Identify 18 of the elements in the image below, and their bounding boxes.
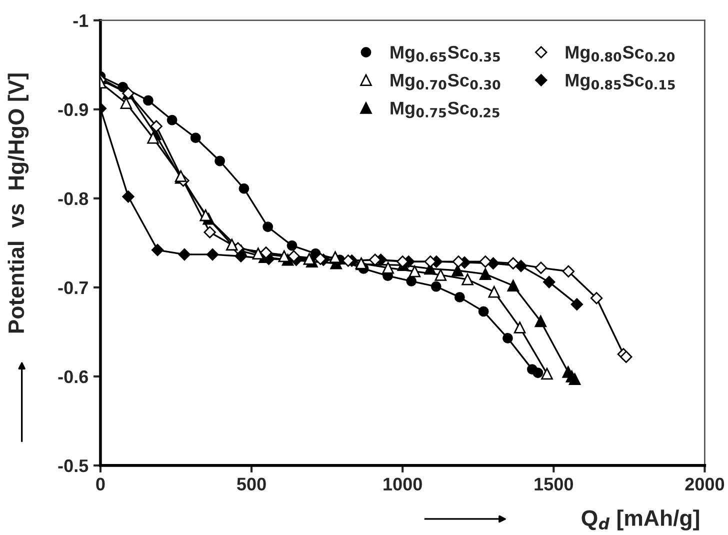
x-tick-label: 1500 xyxy=(534,478,573,491)
legend-label: Mg$_{0.85}$Sc$_{0.15}$ xyxy=(566,74,675,90)
x-axis-title: Q$_{d}$ [mAh/g] xyxy=(582,510,699,530)
y-tick-label: -0.9 xyxy=(58,103,88,116)
x-tick-label: 1000 xyxy=(384,478,422,491)
y-tick-label: -0.6 xyxy=(58,370,88,384)
x-tick-label: 500 xyxy=(237,478,266,491)
legend-label: Mg$_{0.75}$Sc$_{0.25}$ xyxy=(390,102,500,118)
y-tick-label: -0.8 xyxy=(58,192,88,206)
legend-label: Mg$_{0.80}$Sc$_{0.20}$ xyxy=(566,46,675,62)
y-tick-label: -0.5 xyxy=(58,459,88,472)
y-tick-label: -1 xyxy=(73,14,88,27)
legend-label: Mg$_{0.70}$Sc$_{0.30}$ xyxy=(390,74,500,90)
x-tick-label: 2000 xyxy=(685,478,724,491)
y-tick-label: -0.7 xyxy=(58,281,88,294)
legend-label: Mg$_{0.65}$Sc$_{0.35}$ xyxy=(390,46,500,62)
y-axis-title: Potential vs Hg/HgO [V] xyxy=(8,74,29,333)
x-tick-label: 0 xyxy=(96,478,105,491)
